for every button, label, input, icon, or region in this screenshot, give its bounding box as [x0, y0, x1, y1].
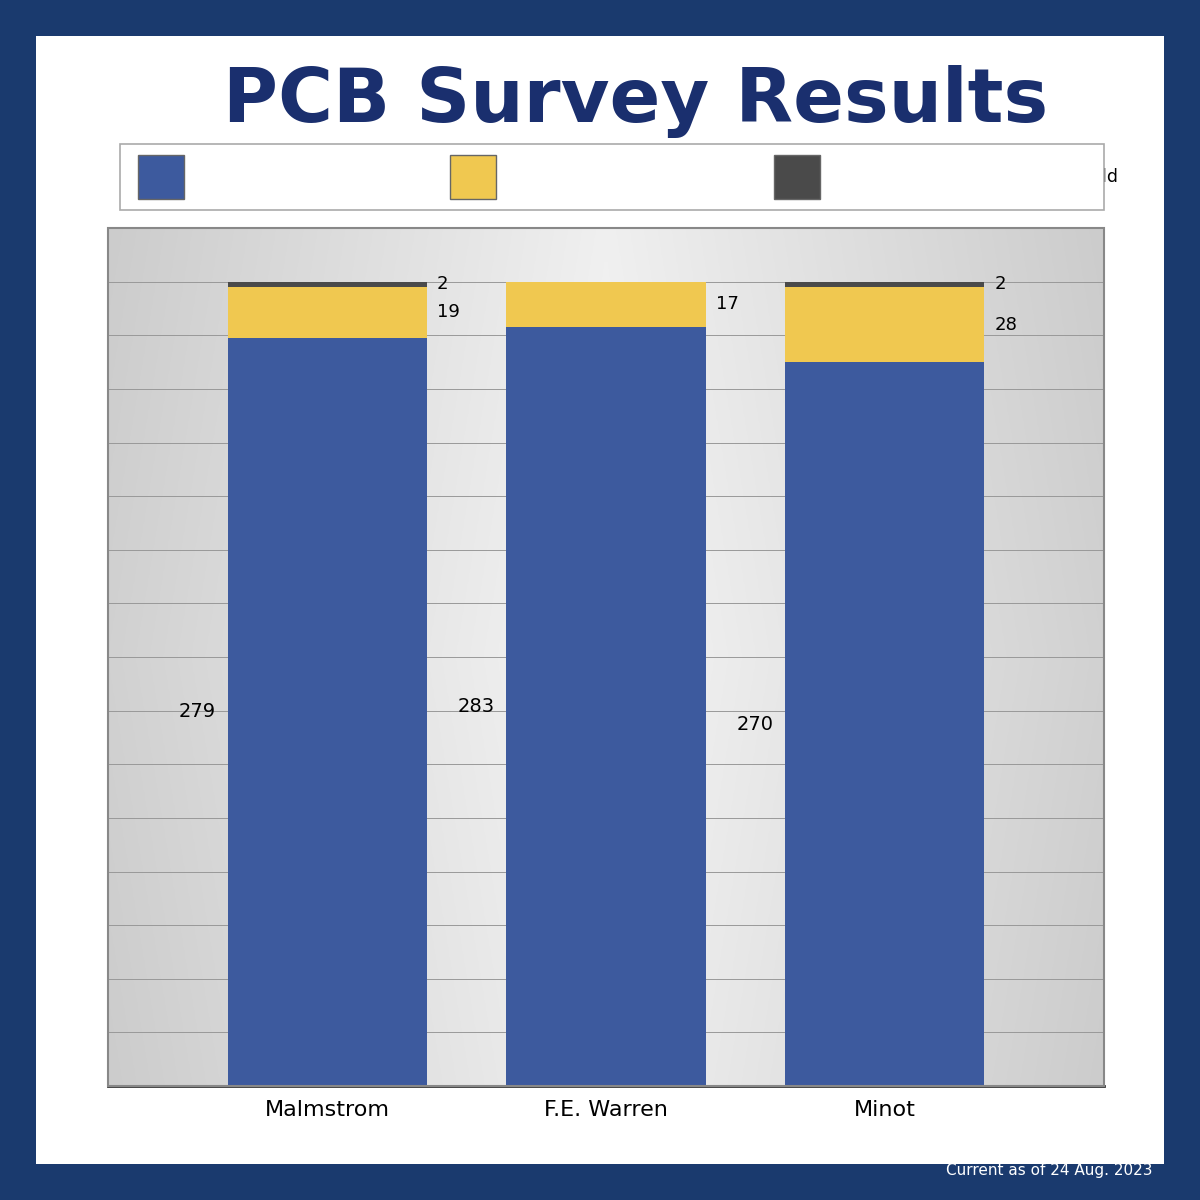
Bar: [228, 338, 427, 1086]
Text: Detectable, above EPA threshold: Detectable, above EPA threshold: [832, 168, 1117, 186]
Text: PCB Survey Results: PCB Survey Results: [223, 66, 1049, 138]
Bar: [506, 328, 706, 1086]
Bar: [785, 282, 984, 287]
Text: 2: 2: [437, 275, 448, 293]
Text: 19: 19: [437, 304, 460, 322]
Bar: [506, 282, 706, 328]
Text: 283: 283: [457, 697, 494, 716]
Text: 17: 17: [715, 295, 738, 313]
Text: Non-Detectable: Non-Detectable: [196, 168, 332, 186]
Bar: [228, 282, 427, 287]
Text: 28: 28: [995, 316, 1018, 334]
Text: 279: 279: [179, 702, 216, 721]
Text: Current as of 24 Aug. 2023: Current as of 24 Aug. 2023: [946, 1164, 1152, 1178]
Text: 270: 270: [737, 714, 773, 733]
Text: 2: 2: [995, 275, 1006, 293]
Bar: [228, 287, 427, 338]
Bar: [785, 287, 984, 362]
Bar: [785, 362, 984, 1086]
Text: Detectable, below EPA Threshold: Detectable, below EPA Threshold: [508, 168, 796, 186]
